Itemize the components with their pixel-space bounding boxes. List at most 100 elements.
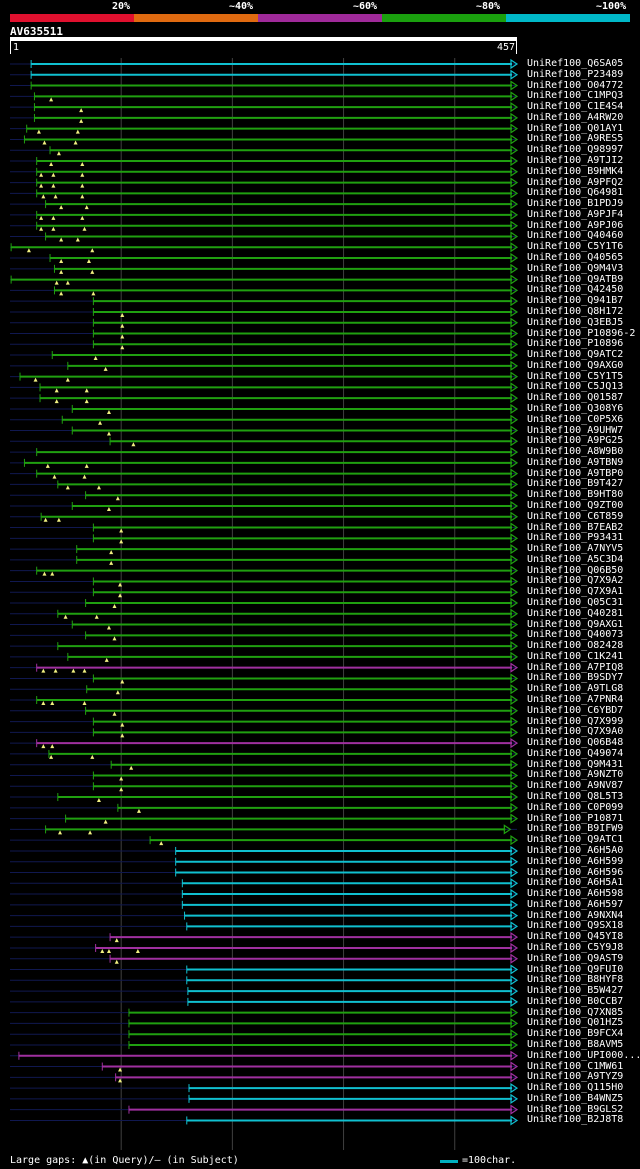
hit-label[interactable]: UniRef100_A6H597 — [527, 898, 624, 910]
hit-label[interactable]: UniRef100_Q64981 — [527, 187, 624, 199]
hit-label[interactable]: UniRef100_Q01587 — [527, 392, 624, 404]
hit-label[interactable]: UniRef100_P10871 — [527, 812, 624, 824]
hit-label[interactable]: UniRef100_C6YBD7 — [527, 704, 624, 716]
hit-label[interactable]: UniRef100_Q06B50 — [527, 564, 624, 576]
hit-label[interactable]: UniRef100_A9RES5 — [527, 133, 624, 145]
hit-label[interactable]: UniRef100_B0CCB7 — [527, 995, 624, 1007]
hit-label[interactable]: UniRef100_A9TLG8 — [527, 683, 624, 695]
hit-label[interactable]: UniRef100_Q45YI8 — [527, 931, 624, 943]
hit-label[interactable]: UniRef100_B4WNZ5 — [527, 1092, 624, 1104]
hit-label[interactable]: UniRef100_Q01HZ5 — [527, 1017, 624, 1029]
hit-label[interactable]: UniRef100_Q49074 — [527, 747, 624, 759]
hit-label[interactable]: UniRef100_P10896 — [527, 338, 624, 350]
hit-label[interactable]: UniRef100_C5Y1T5 — [527, 370, 624, 382]
hit-label[interactable]: UniRef100_A4RW20 — [527, 111, 624, 123]
hit-label[interactable]: UniRef100_Q40281 — [527, 607, 624, 619]
hit-label[interactable]: UniRef100_C0P099 — [527, 801, 624, 813]
hit-label[interactable]: UniRef100_Q9AXG1 — [527, 618, 624, 630]
hit-label[interactable]: UniRef100_Q01AY1 — [527, 122, 624, 134]
hit-label[interactable]: UniRef100_C5JQ13 — [527, 381, 624, 393]
hit-label[interactable]: UniRef100_B9T427 — [527, 478, 624, 490]
hit-label[interactable]: UniRef100_C1MPQ3 — [527, 90, 624, 102]
hit-label[interactable]: UniRef100_B9IFW9 — [527, 823, 624, 835]
hit-label[interactable]: UniRef100_A9NZT0 — [527, 769, 624, 781]
hit-label[interactable]: UniRef100_C1K241 — [527, 650, 624, 662]
hit-label[interactable]: UniRef100_Q9ATC2 — [527, 349, 624, 361]
hit-label[interactable]: UniRef100_Q9FUI0 — [527, 963, 624, 975]
hit-label[interactable]: UniRef100_A6H599 — [527, 855, 624, 867]
hit-label[interactable]: UniRef100_P23489 — [527, 68, 624, 80]
hit-label[interactable]: UniRef100_B5W427 — [527, 985, 624, 997]
hit-label[interactable]: UniRef100_B9FCX4 — [527, 1028, 624, 1040]
hit-label[interactable]: UniRef100_Q9M4V3 — [527, 262, 624, 274]
hit-label[interactable]: UniRef100_A7PIQ8 — [527, 661, 624, 673]
hit-label[interactable]: UniRef100_Q40073 — [527, 629, 624, 641]
hit-label[interactable]: UniRef100_O82428 — [527, 640, 624, 652]
hit-label[interactable]: UniRef100_A9TYZ9 — [527, 1071, 624, 1083]
hit-label[interactable]: UniRef100_Q40565 — [527, 252, 624, 264]
hit-label[interactable]: UniRef100_C0P5X6 — [527, 413, 624, 425]
hit-label[interactable]: UniRef100_Q7X9A1 — [527, 586, 624, 598]
hit-label[interactable]: UniRef100_Q115H0 — [527, 1082, 624, 1094]
hit-label[interactable]: UniRef100_B7EAB2 — [527, 521, 624, 533]
hit-label[interactable]: UniRef100_B9HMK4 — [527, 165, 624, 177]
hit-label[interactable]: UniRef100_A6H5A1 — [527, 877, 624, 889]
hit-label[interactable]: UniRef100_Q7X9A0 — [527, 726, 624, 738]
hit-label[interactable]: UniRef100_Q941B7 — [527, 295, 624, 307]
hit-label[interactable]: UniRef100_Q9ATB9 — [527, 273, 624, 285]
hit-label[interactable]: UniRef100_C6T859 — [527, 510, 624, 522]
hit-label[interactable]: UniRef100_A9TJI2 — [527, 155, 624, 167]
hit-label[interactable]: UniRef100_C1E4S4 — [527, 101, 624, 113]
hit-label[interactable]: UniRef100_A9PJF4 — [527, 208, 624, 220]
hit-label[interactable]: UniRef100_A9PFQ2 — [527, 176, 624, 188]
hit-label[interactable]: UniRef100_B9SDY7 — [527, 672, 624, 684]
hit-label[interactable]: UniRef100_A6H598 — [527, 888, 624, 900]
hit-label[interactable]: UniRef100_A9PJ06 — [527, 219, 624, 231]
hit-label[interactable]: UniRef100_Q3EBJ5 — [527, 316, 624, 328]
hit-label[interactable]: UniRef100_Q9SX18 — [527, 920, 624, 932]
hit-label[interactable]: UniRef100_C1MW61 — [527, 1060, 624, 1072]
hit-label[interactable]: UniRef100_Q7XN85 — [527, 1006, 624, 1018]
hit-label[interactable]: UniRef100_Q05C31 — [527, 597, 624, 608]
hit-label[interactable]: UniRef100_B8AVM5 — [527, 1038, 624, 1050]
hit-label[interactable]: UniRef100_Q9ZT00 — [527, 499, 624, 511]
hit-label[interactable]: UniRef100_Q308Y6 — [527, 402, 624, 414]
hit-label[interactable]: UniRef100_A7PNR4 — [527, 694, 624, 706]
hit-label[interactable]: UniRef100_O04772 — [527, 79, 624, 91]
hit-label[interactable]: UniRef100_Q40460 — [527, 230, 624, 242]
hit-label[interactable]: UniRef100_B2J8T8 — [527, 1114, 624, 1126]
hit-label[interactable]: UniRef100_Q8L5T3 — [527, 791, 624, 803]
hit-label[interactable]: UniRef100_A9UHW7 — [527, 424, 624, 436]
hit-label[interactable]: UniRef100_A5C3D4 — [527, 553, 624, 565]
hit-label[interactable]: UniRef100_B9HT80 — [527, 489, 624, 501]
hit-label[interactable]: UniRef100_C5Y9J8 — [527, 941, 624, 953]
hit-label[interactable]: UniRef100_Q06B48 — [527, 737, 624, 749]
hit-label[interactable]: UniRef100_Q8H172 — [527, 305, 624, 317]
hit-label[interactable]: UniRef100_Q42450 — [527, 284, 624, 296]
hit-label[interactable]: UniRef100_A9NV87 — [527, 780, 624, 792]
hit-label[interactable]: UniRef100_P93431 — [527, 532, 624, 544]
hit-label[interactable]: UniRef100_A8W9B0 — [527, 446, 624, 458]
hit-label[interactable]: UniRef100_B8HYF8 — [527, 974, 624, 986]
hit-label[interactable]: UniRef100_A6H596 — [527, 866, 624, 878]
hit-label[interactable]: UniRef100_Q98997 — [527, 144, 624, 156]
hit-label[interactable]: UniRef100_A7NYV5 — [527, 543, 624, 555]
hit-label[interactable]: UniRef100_B9GLS2 — [527, 1103, 624, 1115]
hit-label[interactable]: UniRef100_A9TBP0 — [527, 467, 624, 479]
hit-label[interactable]: UniRef100_A9PG25 — [527, 435, 624, 447]
hit-label[interactable]: UniRef100_Q9AST9 — [527, 952, 624, 964]
hit-label[interactable]: UniRef100_Q7X9A2 — [527, 575, 624, 587]
hit-label[interactable]: UniRef100_Q9M431 — [527, 758, 624, 770]
hit-label[interactable]: UniRef100_A6H5A0 — [527, 844, 624, 856]
hit-label[interactable]: UniRef100_P10896-2 — [527, 327, 636, 339]
hit-label[interactable]: UniRef100_Q6SA05 — [527, 58, 624, 69]
hit-label[interactable]: UniRef100_A9NXN4 — [527, 909, 624, 921]
hit-label[interactable]: UniRef100_C5Y1T6 — [527, 241, 624, 253]
gap-marker-icon — [88, 830, 93, 835]
hit-label[interactable]: UniRef100_A9TBN9 — [527, 456, 624, 468]
hit-label[interactable]: UniRef100_B1PDJ9 — [527, 198, 624, 210]
hit-label[interactable]: UniRef100_Q9AXG0 — [527, 359, 624, 371]
hit-label[interactable]: UniRef100_UPI000... — [527, 1049, 640, 1061]
hit-label[interactable]: UniRef100_Q7X999 — [527, 715, 624, 727]
hit-label[interactable]: UniRef100_Q9ATC1 — [527, 834, 624, 846]
